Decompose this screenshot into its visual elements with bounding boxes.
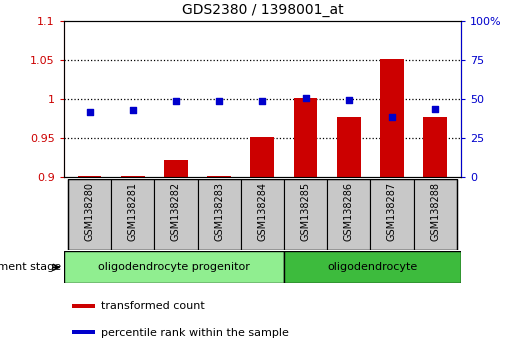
- Bar: [327, 179, 370, 250]
- Bar: [413, 179, 457, 250]
- Point: [302, 96, 310, 101]
- Bar: [423, 117, 447, 177]
- Bar: [198, 179, 241, 250]
- Bar: [77, 176, 101, 177]
- Bar: [111, 179, 154, 250]
- Bar: [337, 117, 360, 177]
- Text: GSM138283: GSM138283: [214, 182, 224, 241]
- Point: [258, 99, 267, 104]
- Text: oligodendrocyte: oligodendrocyte: [328, 262, 418, 272]
- Text: oligodendrocyte progenitor: oligodendrocyte progenitor: [98, 262, 250, 272]
- Text: development stage: development stage: [0, 262, 61, 272]
- Text: GSM138280: GSM138280: [84, 182, 94, 241]
- Point: [431, 107, 439, 112]
- Point: [215, 99, 223, 104]
- Bar: [380, 59, 404, 177]
- Text: percentile rank within the sample: percentile rank within the sample: [101, 328, 289, 338]
- Text: GSM138282: GSM138282: [171, 182, 181, 241]
- Point: [344, 97, 353, 103]
- Text: GSM138281: GSM138281: [128, 182, 138, 241]
- Text: GSM138288: GSM138288: [430, 182, 440, 241]
- Text: GSM138287: GSM138287: [387, 182, 397, 241]
- Point: [172, 98, 180, 103]
- Bar: [72, 304, 95, 308]
- Text: transformed count: transformed count: [101, 301, 205, 311]
- Point: [388, 114, 396, 120]
- Bar: [68, 179, 111, 250]
- Point: [85, 109, 94, 114]
- Bar: [207, 176, 231, 177]
- Point: [128, 107, 137, 113]
- Bar: [294, 98, 317, 177]
- Text: GSM138286: GSM138286: [344, 182, 354, 241]
- Text: GSM138284: GSM138284: [258, 182, 267, 241]
- Bar: [121, 176, 145, 177]
- Bar: [370, 179, 413, 250]
- Bar: [72, 330, 95, 335]
- Bar: [285, 251, 461, 283]
- Title: GDS2380 / 1398001_at: GDS2380 / 1398001_at: [182, 4, 343, 17]
- Bar: [154, 179, 198, 250]
- Bar: [284, 179, 327, 250]
- Text: GSM138285: GSM138285: [301, 182, 311, 241]
- Bar: [241, 179, 284, 250]
- Bar: [64, 251, 285, 283]
- Bar: [251, 137, 274, 177]
- Bar: [164, 160, 188, 177]
